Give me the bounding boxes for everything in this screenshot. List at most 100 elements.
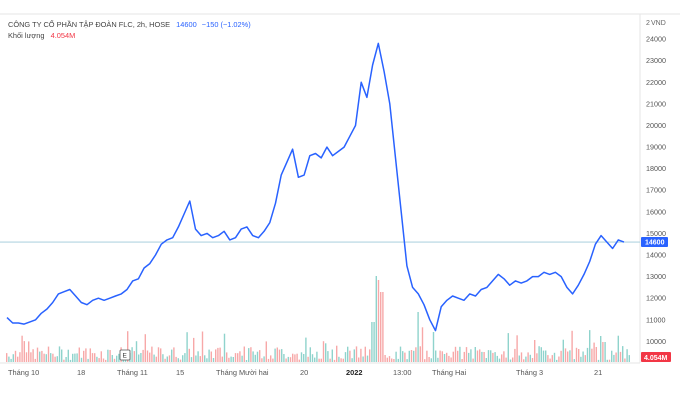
- event-marker-label: E: [123, 353, 128, 360]
- volume-bar: [171, 349, 173, 362]
- volume-bar: [380, 292, 382, 362]
- volume-bar: [276, 347, 278, 362]
- volume-bar: [23, 341, 25, 362]
- volume-bar: [34, 358, 36, 362]
- volume-bar: [446, 352, 448, 362]
- volume-bar: [518, 355, 520, 362]
- volume-bar: [98, 358, 100, 362]
- event-marker[interactable]: E: [119, 349, 131, 361]
- volume-bar: [160, 348, 162, 362]
- volume-bar: [492, 352, 494, 362]
- volume-bar: [439, 350, 441, 362]
- volume-bar: [61, 349, 63, 362]
- volume-bar: [540, 347, 542, 362]
- volume-bar: [261, 358, 263, 362]
- volume-bar: [78, 347, 80, 362]
- volume-bar: [274, 348, 276, 362]
- volume-bar: [100, 351, 102, 362]
- volume-bar: [388, 356, 391, 362]
- y-tick-label: 21000: [646, 99, 666, 108]
- volume-bar: [349, 350, 351, 362]
- x-axis-labels: Tháng 10 18 Tháng 11 15 Tháng Mười hai 20 2022…: [8, 368, 602, 377]
- volume-bar: [399, 346, 402, 362]
- volume-bar: [223, 333, 226, 362]
- volume-bar: [386, 357, 388, 362]
- volume-bar: [470, 349, 472, 362]
- volume-bar: [144, 334, 146, 362]
- volume-bar: [243, 346, 245, 362]
- volume-bar: [254, 354, 256, 362]
- volume-bar: [151, 346, 153, 362]
- volume-bar: [87, 358, 89, 362]
- chart-header: CÔNG TY CỔ PHẦN TẬP ĐOÀN FLC, 2h, HOSE 1…: [8, 19, 251, 41]
- volume-bar: [259, 350, 261, 362]
- volume-bar: [91, 353, 94, 362]
- volume-bar: [366, 355, 369, 362]
- y-axis-unit-label: VND: [651, 20, 666, 27]
- volume-bar: [479, 349, 481, 362]
- volume-bar: [265, 341, 267, 362]
- volume-bar: [63, 359, 65, 362]
- volume-bar: [421, 327, 424, 362]
- volume-bar: [487, 350, 490, 362]
- volume-bar: [417, 312, 419, 362]
- volume-bar: [118, 353, 120, 362]
- volume-bar: [450, 357, 452, 362]
- volume-bar: [204, 355, 206, 362]
- volume-bar: [465, 347, 468, 362]
- volume-bar: [30, 352, 32, 362]
- volume-bar: [490, 350, 492, 362]
- volume-row: Khối lượng 4.054M: [8, 30, 251, 41]
- volume-bar: [278, 349, 281, 362]
- volume-bar: [503, 351, 505, 362]
- volume-bar: [494, 352, 496, 362]
- volume-bar: [342, 358, 344, 362]
- volume-bar: [294, 354, 296, 362]
- y-axis-ticks: 24000 23000 22000 21000 20000 19000 18000 17000…: [646, 35, 666, 346]
- volume-bar: [516, 335, 518, 362]
- volume-bar: [300, 352, 303, 362]
- volume-bar: [547, 355, 549, 362]
- volume-bar: [199, 356, 201, 362]
- volume-bar: [320, 358, 322, 362]
- volume-bar: [250, 347, 252, 362]
- volume-bar: [256, 351, 259, 362]
- volume-bar: [43, 353, 45, 362]
- volume-bar: [481, 351, 483, 362]
- volume-bar: [182, 355, 184, 362]
- volume-bar: [314, 357, 316, 362]
- volume-bar: [85, 348, 87, 362]
- volume-bar: [105, 359, 107, 362]
- volume-bar: [219, 347, 221, 362]
- volume-label: Khối lượng: [8, 31, 45, 40]
- volume-bar: [613, 354, 615, 362]
- volume-bar: [6, 353, 8, 362]
- volume-bar: [584, 355, 586, 362]
- volume-bar: [289, 357, 292, 362]
- volume-bar: [19, 352, 21, 362]
- volume-bar: [426, 350, 428, 362]
- volume-bar: [36, 347, 39, 362]
- volume-bar: [529, 354, 531, 362]
- symbol-row: CÔNG TY CỔ PHẦN TẬP ĐOÀN FLC, 2h, HOSE 1…: [8, 19, 251, 30]
- volume-bar: [606, 359, 608, 362]
- volume-bar: [520, 352, 523, 362]
- y-tick-label: 16000: [646, 207, 666, 216]
- volume-bar: [283, 354, 285, 362]
- volume-bar: [507, 333, 509, 362]
- volume-bar: [551, 355, 553, 362]
- volume-bar: [413, 350, 415, 362]
- volume-bar: [186, 332, 188, 362]
- volume-bar: [58, 346, 61, 362]
- volume-bar: [228, 357, 230, 362]
- x-axis-label: 21: [594, 368, 602, 377]
- volume-bar: [296, 353, 298, 362]
- price-badge-text: 14600: [645, 240, 665, 247]
- volume-bar: [347, 346, 349, 362]
- x-axis-label: Tháng 11: [117, 368, 148, 377]
- x-axis-label: Tháng 3: [516, 368, 543, 377]
- volume-bar: [375, 276, 377, 362]
- volume-bar: [76, 353, 78, 362]
- volume-bar: [309, 347, 311, 362]
